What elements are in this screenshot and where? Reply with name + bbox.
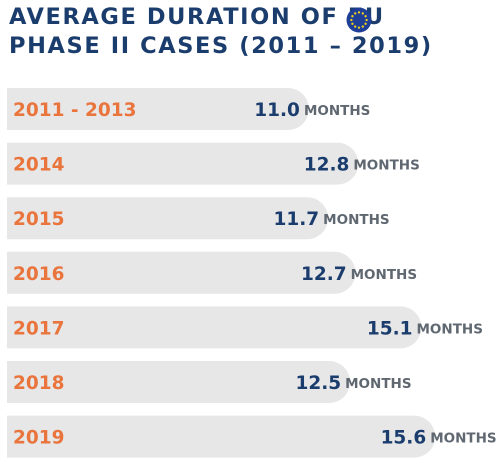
category-label-1: 2014 <box>13 155 65 176</box>
category-label-0: 2011 - 2013 <box>13 100 137 121</box>
bar-5 <box>7 361 351 403</box>
value-label-5: 12.5 <box>295 373 341 394</box>
category-label-2: 2015 <box>13 209 65 230</box>
bar-0 <box>7 88 309 130</box>
value-label-6: 15.6 <box>381 428 427 449</box>
value-label-3: 12.7 <box>301 264 347 285</box>
unit-label-6: MONTHS <box>430 431 496 447</box>
category-label-5: 2018 <box>13 373 65 394</box>
unit-label-1: MONTHS <box>353 158 419 174</box>
bar-6 <box>7 415 436 458</box>
chart-title-line-1: AVERAGE DURATION OF EU <box>9 4 385 30</box>
category-label-3: 2016 <box>13 264 65 285</box>
bar-4 <box>7 306 422 349</box>
category-label-4: 2017 <box>13 318 65 339</box>
value-label-4: 15.1 <box>367 318 413 339</box>
unit-label-0: MONTHS <box>304 103 370 119</box>
value-label-1: 12.8 <box>304 155 350 176</box>
bar-1 <box>7 142 359 185</box>
unit-label-2: MONTHS <box>323 212 389 228</box>
unit-label-4: MONTHS <box>416 321 482 337</box>
bar-2 <box>7 197 329 240</box>
bar-3 <box>7 251 356 294</box>
category-label-6: 2019 <box>13 428 65 449</box>
unit-label-5: MONTHS <box>345 376 411 392</box>
chart-title-line-2: PHASE II CASES (2011 – 2019) <box>9 33 433 59</box>
eu-flag-icon <box>346 7 372 33</box>
bars-layer <box>7 88 436 458</box>
value-label-0: 11.0 <box>254 100 300 121</box>
value-label-2: 11.7 <box>274 209 320 230</box>
unit-label-3: MONTHS <box>351 267 417 283</box>
